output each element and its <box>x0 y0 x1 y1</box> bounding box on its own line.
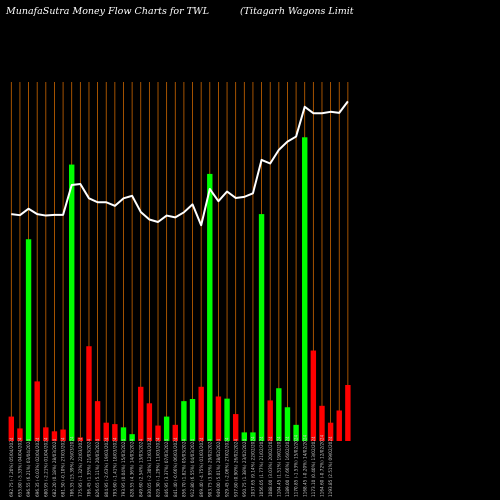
money-flow-bar <box>241 432 248 441</box>
price-line <box>11 100 349 227</box>
x-axis-label: 696.35 (-0.03%) 02/04/2024 <box>35 437 40 497</box>
money-flow-bar <box>302 137 308 441</box>
money-flow-bar <box>112 424 118 441</box>
x-axis-label: 830.05 (-2.30%) 12/03/2024 <box>147 437 152 497</box>
money-flow-bar <box>232 414 239 441</box>
chart-header-left: MunafaSutra Money Flow Charts for TWL <box>6 6 210 17</box>
money-flow-bar <box>345 384 351 441</box>
money-flow-bar <box>86 346 92 441</box>
money-flow-bar <box>17 428 23 441</box>
money-flow-bar <box>310 350 317 441</box>
x-axis-label: 680.95 (-2.21%) 01/04/2024 <box>43 437 48 497</box>
x-axis-label: 950.75 (1.38%) 23/02/2024 <box>242 439 247 497</box>
x-axis-label: 937.80 (0.90%) 26/02/2024 <box>233 439 238 497</box>
x-axis-label: 841.40 (-0.66%) 06/03/2024 <box>173 437 178 497</box>
money-flow-bar <box>224 398 230 441</box>
money-flow-bar <box>189 398 196 441</box>
money-flow-bar <box>258 214 265 441</box>
money-flow-bar <box>172 424 178 441</box>
x-axis-label: 793.95 (0.04%) 15/03/2024 <box>121 439 126 497</box>
money-flow-bar <box>103 422 109 441</box>
money-flow-bar <box>34 381 40 441</box>
x-axis-label: 949.00 (5.01%) 28/02/2024 <box>216 439 221 497</box>
money-flow-bar <box>8 416 14 441</box>
money-flow-bar <box>276 388 282 441</box>
x-axis-label: 1037.65 (9.14%) 22/02/2024 <box>251 436 256 497</box>
money-flow-bar <box>120 427 127 441</box>
money-flow-bars <box>8 137 351 442</box>
x-axis-label: 1173.10 (0.40%) 13/02/2024 <box>311 436 316 497</box>
x-axis-labels: 692.75 (-7.20%) 05/04/2024 655.80 (-5.33%… <box>9 434 333 497</box>
x-axis-label: 903.75 (3.95%) 29/02/2024 <box>207 439 212 497</box>
money-flow-bar <box>198 386 204 441</box>
x-axis-label: 804.95 (-2.63%) 19/03/2024 <box>104 437 109 497</box>
money-flow-bar <box>284 407 291 441</box>
x-axis-label: 793.60 (-1.41%) 18/03/2024 <box>112 437 117 497</box>
grid-lines <box>10 82 349 441</box>
x-axis-label: 681.50 (-0.10%) 27/03/2024 <box>61 437 66 497</box>
money-flow-bar <box>267 400 273 441</box>
money-flow-bar <box>77 437 84 441</box>
money-flow-bar <box>129 434 135 441</box>
money-flow-bar <box>250 432 256 441</box>
x-axis-label: 775.95 (-1.32%) 22/03/2024 <box>78 437 83 497</box>
x-axis-label: 786.45 (1.35%) 21/03/2024 <box>87 439 92 497</box>
x-axis-label: 655.80 (-5.33%) 04/04/2024 <box>18 437 23 497</box>
money-flow-bar <box>69 164 75 441</box>
x-axis-label: 869.40 (-4.75%) 01/03/2024 <box>199 437 204 497</box>
x-axis-label: 846.95 (3.37%) 07/03/2024 <box>164 439 169 497</box>
money-flow-bar <box>181 401 187 441</box>
x-axis-label: 1104.45 (1.51%) 19/02/2024 <box>276 436 281 497</box>
x-axis-label: 912.80 (6.55%) 04/03/2024 <box>190 439 195 497</box>
x-axis-label: 1189.00 (7.66%) 16/02/2024 <box>285 436 290 497</box>
x-axis-label: 682.20 (0.18%) 28/03/2024 <box>52 439 57 497</box>
money-flow-bar <box>207 173 213 442</box>
x-axis-label: 786.35 (15.39%) 26/03/2024 <box>69 436 74 497</box>
money-flow-bar <box>319 405 325 441</box>
money-flow-bar <box>94 401 101 441</box>
money-flow-bar <box>146 403 153 441</box>
money-flow-bar <box>293 424 299 441</box>
x-axis-label: 1164.60 (-0.72%) 12/02/2024 <box>320 434 325 497</box>
money-flow-bar <box>43 427 49 441</box>
money-flow-bar <box>215 396 222 441</box>
x-axis-label: 692.75 (-7.20%) 05/04/2024 <box>9 437 14 497</box>
money-flow-bar <box>138 386 144 441</box>
chart-header-right: (Titagarh Wagons Limit <box>240 6 354 17</box>
x-axis-label: 819.30 (-1.29%) 11/03/2024 <box>156 437 161 497</box>
x-axis-label: 1170.85 (-1.53%) 15/02/2024 <box>294 434 299 497</box>
x-axis-label: 826.65 (5.11%) 20/03/2024 <box>95 439 100 497</box>
money-flow-bar <box>60 429 66 441</box>
x-axis-label: 1193.85 (2.51%) 09/02/2024 <box>328 436 333 497</box>
money-flow-bar <box>336 410 342 441</box>
money-flow-bar <box>51 431 58 441</box>
x-axis-label: 1088.00 (3.03%) 20/02/2024 <box>268 436 273 497</box>
x-axis-label: 849.60 (2.54%) 13/03/2024 <box>138 439 143 497</box>
price-line-path <box>11 100 349 227</box>
x-axis-label: 696.55 (6.21%) 03/04/2024 <box>26 439 31 497</box>
x-axis-label: 1056.05 (1.77%) 21/02/2024 <box>259 436 264 497</box>
money-flow-bar <box>163 416 170 441</box>
money-flow-bar <box>25 239 32 441</box>
x-axis-label: 856.70 (1.82%) 05/03/2024 <box>182 439 187 497</box>
x-axis-label: 828.55 (4.36%) 14/03/2024 <box>130 439 135 497</box>
x-axis-label: 1168.45 (-0.20%) 14/02/2024 <box>302 434 307 497</box>
money-flow-bar <box>327 422 334 441</box>
money-flow-bar <box>155 425 161 441</box>
x-axis-label: 929.45 (-2.06%) 27/02/2024 <box>225 437 230 497</box>
